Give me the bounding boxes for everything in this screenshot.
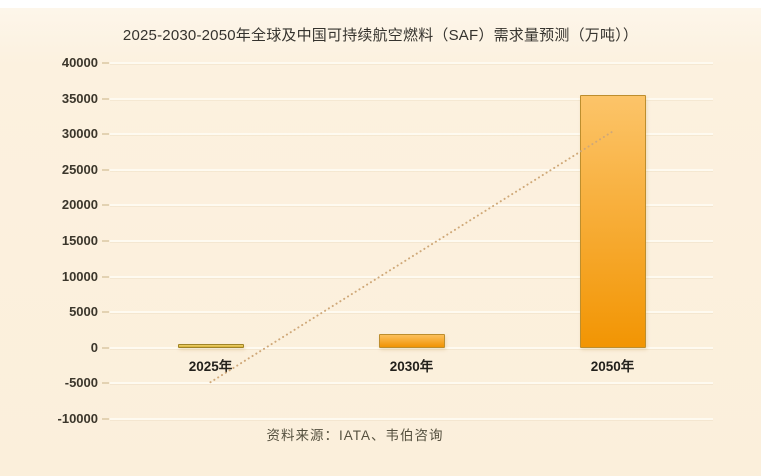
- y-axis-label: 15000: [61, 233, 98, 248]
- y-axis-label: 20000: [61, 197, 98, 213]
- y-axis-label: 30000: [61, 126, 98, 142]
- gridline: [110, 382, 713, 385]
- y-axis-tick: [102, 346, 109, 349]
- y-axis-tick: [102, 62, 109, 64]
- y-axis-tick: [102, 97, 109, 100]
- y-axis-tick: [102, 275, 109, 278]
- y-axis-tick: [102, 382, 109, 385]
- x-axis-label: 2030年: [389, 358, 434, 374]
- y-axis-label: 40000: [61, 55, 98, 70]
- y-axis-label: 25000: [61, 161, 98, 177]
- y-axis-label: -5000: [64, 375, 98, 391]
- bar-2050年: [579, 95, 646, 348]
- source-note: 资料来源：IATA、韦伯咨询: [266, 428, 444, 443]
- y-axis-label: 0: [90, 339, 98, 355]
- y-axis-tick: [102, 311, 109, 314]
- gridline: [110, 418, 713, 420]
- gridline: [110, 97, 713, 100]
- y-axis-label: 35000: [61, 90, 98, 106]
- y-axis-label: -10000: [57, 411, 98, 426]
- y-axis-label: 10000: [61, 268, 98, 284]
- y-axis-tick: [102, 168, 109, 171]
- chart-title: 2025-2030-2050年全球及中国可持续航空燃料（SAF）需求量预测（万吨…: [122, 27, 639, 44]
- gridline: [110, 62, 713, 64]
- y-axis-tick: [102, 133, 109, 136]
- y-axis-label: 5000: [69, 304, 98, 320]
- y-axis-tick: [102, 204, 109, 207]
- y-axis-tick: [102, 418, 109, 420]
- y-axis-tick: [102, 240, 109, 242]
- bar-2030年: [378, 334, 445, 348]
- x-axis-label: 2050年: [590, 358, 635, 374]
- x-axis-label: 2025年: [188, 358, 233, 374]
- bar-2025年: [177, 343, 244, 348]
